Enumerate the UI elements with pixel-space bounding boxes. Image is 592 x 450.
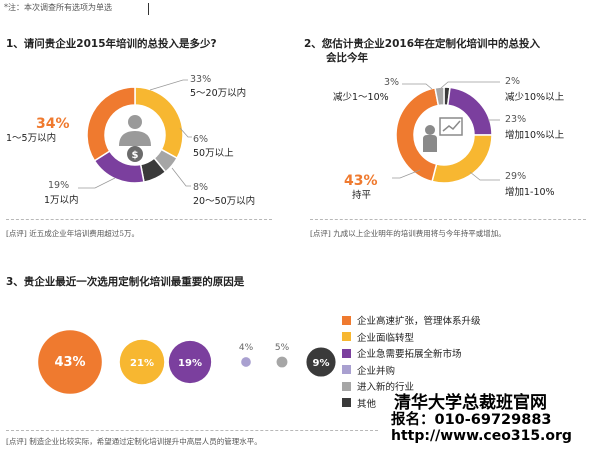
legend-item-4: 进入新的行业 xyxy=(342,379,414,393)
q1-title: 1、请问贵企业2015年培训的总投入是多少? xyxy=(6,38,217,50)
q1-label-0: 5～20万以内 xyxy=(190,88,247,99)
q2-title-line2: 会比今年 xyxy=(326,52,368,64)
q2-title-line1: 2、您估计贵企业2016年在定制化培训中的总投入 xyxy=(304,38,541,50)
q2-label-3: 持平 xyxy=(352,190,372,201)
q1-leader-1 xyxy=(179,127,192,138)
q3-bubble-4 xyxy=(276,356,288,368)
q1-label-2: 20～50万以内 xyxy=(193,196,256,207)
presenter-chart-icon xyxy=(415,106,473,164)
q2-leader-2 xyxy=(469,171,500,181)
q2-label-0: 减少10%以上 xyxy=(505,92,565,103)
q1-pct-3: 19% xyxy=(48,180,70,191)
q3-divider xyxy=(6,430,378,431)
q2-label-2: 增加1-10% xyxy=(505,187,555,198)
legend-swatch xyxy=(342,365,351,374)
q2-slice-3 xyxy=(395,86,440,183)
q3-bubble-1 xyxy=(119,339,165,385)
q2-leader-3 xyxy=(392,169,421,179)
q2-pct-4: 3% xyxy=(384,77,400,88)
q2-leader-0 xyxy=(440,81,500,89)
legend-swatch xyxy=(342,398,351,407)
q3-bubble-3 xyxy=(241,357,251,367)
q2-pct-0: 2% xyxy=(505,76,521,87)
q3-title: 3、贵企业最近一次选用定制化培训最重要的原因是 xyxy=(6,276,245,288)
q2-label-4: 减少1～10% xyxy=(333,92,389,103)
legend-item-2: 企业急需要拓展全新市场 xyxy=(342,346,462,360)
businessman-money-icon: $ xyxy=(106,106,164,164)
q3-bubble-label-4: 5% xyxy=(275,343,290,353)
watermark-line3: http://www.ceo315.org xyxy=(391,428,572,444)
q2-pct-3: 43% xyxy=(344,173,378,189)
q3-bubble-label-2: 19% xyxy=(178,358,202,369)
survey-note: *注：本次调查所有选项为单选 xyxy=(4,3,112,12)
q1-label-4: 1～5万以内 xyxy=(6,133,57,144)
legend-label: 企业高速扩张，管理体系升级 xyxy=(357,316,481,327)
legend-item-3: 企业并购 xyxy=(342,363,395,377)
q1-pct-2: 8% xyxy=(193,182,209,193)
legend-label: 其他 xyxy=(357,398,377,410)
q1-label-1: 50万以上 xyxy=(193,148,234,159)
q1-leader-2 xyxy=(171,167,191,187)
text-cursor xyxy=(148,3,149,15)
q3-comment: [点评] 制造企业比较实际，希望通过定制化培训提升中高层人员的管理水平。 xyxy=(6,437,262,446)
q2-slice-4 xyxy=(434,86,445,107)
q2-label-1: 增加10%以上 xyxy=(505,130,565,141)
q2-divider xyxy=(310,219,586,220)
legend-swatch xyxy=(342,315,351,325)
legend-swatch xyxy=(342,332,351,341)
legend-item-1: 企业面临转型 xyxy=(342,330,414,344)
q3-bubble-0 xyxy=(38,330,102,394)
q2-pct-2: 29% xyxy=(505,171,527,182)
q1-pct-4: 34% xyxy=(36,116,70,132)
q1-pct-0: 33% xyxy=(190,74,212,85)
legend-label: 进入新的行业 xyxy=(357,382,415,393)
q1-divider xyxy=(6,219,272,220)
svg-text:$: $ xyxy=(132,150,139,161)
q1-label-3: 1万以内 xyxy=(44,195,79,206)
q3-bubble-label-5: 9% xyxy=(313,358,330,369)
legend-item-0: 企业高速扩张，管理体系升级 xyxy=(342,313,481,327)
q3-bubble-2 xyxy=(168,340,212,384)
legend-label: 企业急需要拓展全新市场 xyxy=(357,349,462,360)
legend-label: 企业面临转型 xyxy=(357,332,415,344)
q2-leader-4 xyxy=(402,83,433,90)
watermark-line2: 报名：010-69729883 xyxy=(391,412,552,428)
q1-comment: [点评] 近五成企业年培训费用超过5万。 xyxy=(6,229,140,238)
q3-bubble-label-3: 4% xyxy=(239,343,254,353)
legend-swatch xyxy=(342,348,351,358)
q2-comment: [点评] 九成以上企业明年的培训费用将与今年持平或增加。 xyxy=(310,229,506,238)
q3-bubble-label-0: 43% xyxy=(54,355,85,370)
legend-item-5: 其他 xyxy=(342,396,376,410)
q1-leader-0 xyxy=(149,79,188,91)
q1-pct-1: 6% xyxy=(193,134,209,145)
q1-slice-4 xyxy=(86,86,136,162)
q2-pct-1: 23% xyxy=(505,114,527,125)
q3-bubble-label-1: 21% xyxy=(130,358,154,369)
legend-swatch xyxy=(342,381,351,391)
q3-bubble-5 xyxy=(306,347,336,377)
watermark-line1: 清华大学总裁班官网 xyxy=(394,393,547,413)
q1-leader-3 xyxy=(78,177,116,189)
legend-label: 企业并购 xyxy=(357,365,396,377)
